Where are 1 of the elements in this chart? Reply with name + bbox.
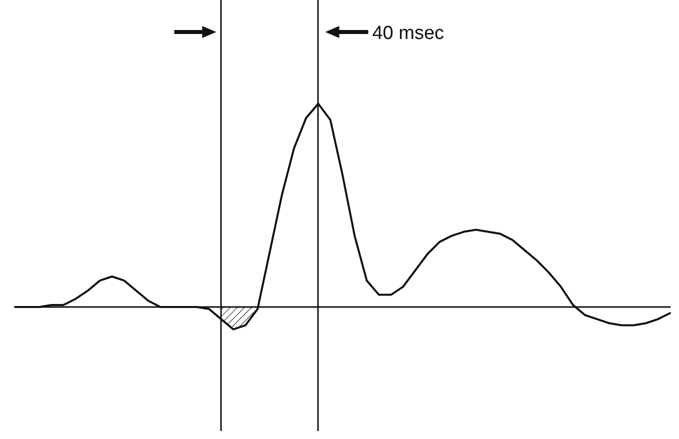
text: 40 msec	[372, 23, 444, 44]
